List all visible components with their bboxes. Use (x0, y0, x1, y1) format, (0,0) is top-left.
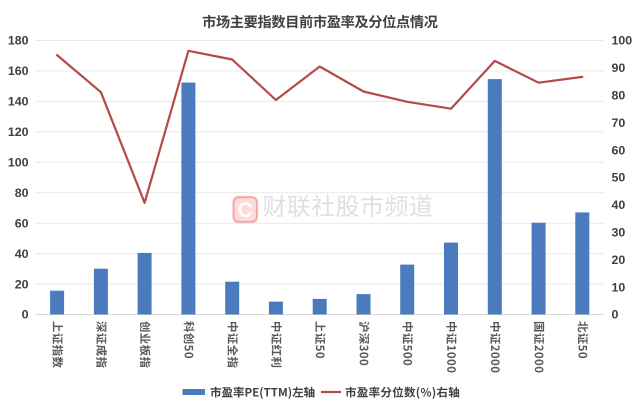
svg-text:140: 140 (8, 95, 29, 109)
svg-text:100: 100 (612, 34, 633, 48)
svg-text:100: 100 (8, 156, 29, 170)
svg-text:80: 80 (612, 89, 626, 103)
svg-text:0: 0 (22, 308, 29, 322)
svg-text:60: 60 (612, 143, 626, 157)
svg-text:160: 160 (8, 64, 29, 78)
svg-text:70: 70 (612, 116, 626, 130)
svg-text:80: 80 (15, 186, 29, 200)
svg-text:40: 40 (15, 247, 29, 261)
svg-text:90: 90 (612, 61, 626, 75)
svg-text:120: 120 (8, 125, 29, 139)
svg-text:20: 20 (612, 253, 626, 267)
svg-text:40: 40 (612, 198, 626, 212)
svg-text:30: 30 (612, 226, 626, 240)
svg-text:C: C (238, 199, 253, 222)
svg-text:20: 20 (15, 277, 29, 291)
svg-text:180: 180 (8, 34, 29, 48)
svg-text:60: 60 (15, 216, 29, 230)
svg-text:50: 50 (612, 171, 626, 185)
svg-text:10: 10 (612, 280, 626, 294)
svg-text:0: 0 (612, 308, 619, 322)
